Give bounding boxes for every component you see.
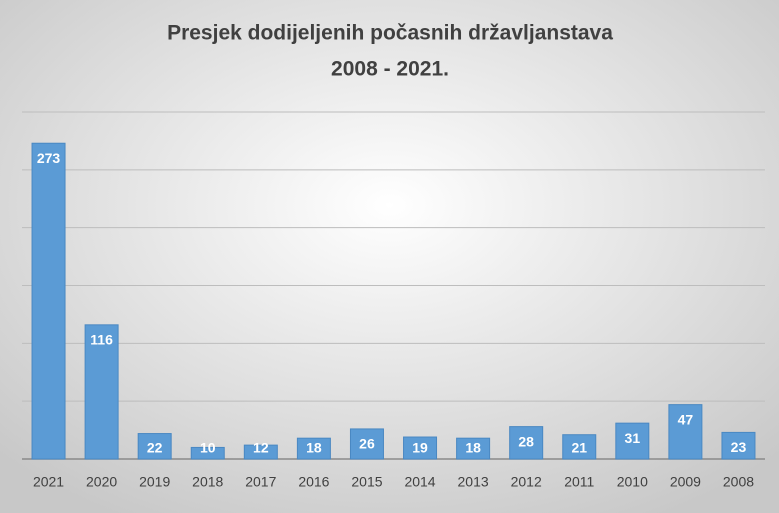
bar (668, 404, 703, 460)
bar (562, 434, 597, 460)
value-label: 116 (90, 332, 113, 348)
value-label: 31 (625, 430, 641, 446)
x-tick-label: 2008 (723, 474, 754, 490)
x-tick-label: 2012 (511, 474, 542, 490)
bar (243, 444, 278, 460)
value-label: 22 (147, 440, 163, 456)
value-label: 18 (306, 440, 322, 456)
x-tick-label: 2016 (298, 474, 329, 490)
bar (349, 428, 384, 460)
x-tick-label: 2010 (617, 474, 648, 490)
x-tick-label: 2014 (404, 474, 435, 490)
bar (456, 437, 491, 460)
value-label: 273 (37, 150, 61, 166)
x-tick-label: 2011 (564, 474, 594, 490)
bar (403, 436, 438, 460)
x-tick-label: 2018 (192, 474, 223, 490)
chart-title: 2008 - 2021. (331, 58, 449, 81)
chart-title: Presjek dodijeljenih počasnih državljans… (167, 22, 613, 45)
value-label: 12 (253, 440, 269, 456)
x-tick-label: 2013 (458, 474, 489, 490)
x-tick-label: 2017 (245, 474, 276, 490)
x-tick-label: 2020 (86, 474, 117, 490)
value-label: 10 (200, 440, 216, 456)
value-label: 19 (412, 440, 428, 456)
x-tick-label: 2009 (670, 474, 701, 490)
value-label: 18 (465, 440, 481, 456)
value-label: 23 (731, 439, 747, 455)
bar (296, 437, 331, 460)
bar (84, 324, 119, 460)
value-label: 21 (571, 440, 587, 456)
bar (509, 426, 544, 460)
value-label: 47 (678, 411, 694, 427)
x-tick-label: 2021 (33, 474, 64, 490)
value-label: 28 (518, 433, 534, 449)
value-label: 26 (359, 436, 375, 452)
bar (721, 431, 756, 460)
bar (615, 422, 650, 460)
bar (31, 142, 66, 460)
bar (190, 446, 225, 460)
x-tick-label: 2019 (139, 474, 170, 490)
bar (137, 433, 172, 460)
x-tick-label: 2015 (351, 474, 382, 490)
